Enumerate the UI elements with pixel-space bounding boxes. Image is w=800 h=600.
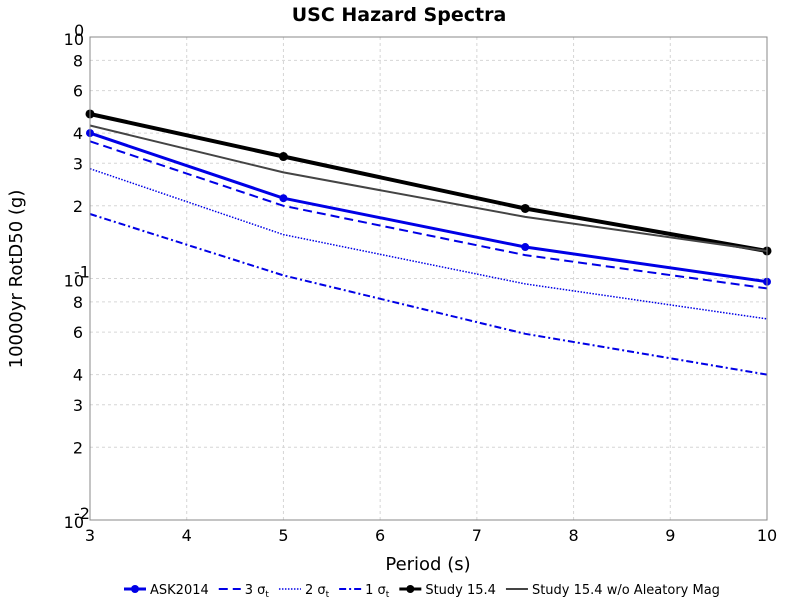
x-tick-label: 6	[375, 526, 385, 545]
x-tick-label: 8	[568, 526, 578, 545]
series-line-5	[89, 112, 768, 253]
series-layer	[85, 109, 772, 376]
x-tick-label: 7	[472, 526, 482, 545]
series-point-1	[521, 243, 530, 252]
y-tick-label: 4	[73, 366, 83, 385]
y-tick-label: 6	[73, 323, 83, 342]
legend-marker-1	[131, 585, 139, 593]
plot-area-frame	[89, 36, 768, 521]
legend-label-1: ASK2014	[150, 583, 209, 598]
y-tick-label: 6	[73, 82, 83, 101]
x-tick-label: 5	[278, 526, 288, 545]
y-tick-exponent: -1	[74, 263, 90, 282]
series-point-1	[279, 194, 288, 203]
y-axis-title: 10000yr RotD50 (g)	[6, 190, 27, 369]
series-line-1	[89, 131, 768, 284]
y-tick-label: 3	[73, 154, 83, 173]
legend-marker-5	[406, 585, 415, 593]
series-line-6	[89, 124, 768, 252]
chart-title: USC Hazard Spectra	[292, 4, 507, 26]
legend: ASK2014 3 σt 2 σt 1 σt Study 15.4 Study 15.4 …	[124, 583, 720, 600]
y-tick-label: 8	[73, 293, 83, 312]
series-line-2	[89, 140, 768, 290]
x-axis-ticks: 3 4 5 6 7 8 9 10	[85, 526, 777, 545]
y-tick-exponent: -2	[74, 504, 90, 523]
series-line-4	[89, 213, 768, 376]
x-tick-label: 3	[85, 526, 95, 545]
y-tick-label: 8	[73, 51, 83, 70]
series-point-5	[278, 152, 288, 162]
y-tick-label: 10	[64, 272, 84, 291]
legend-label-5: Study 15.4	[425, 583, 496, 598]
legend-label-4: 1 σt	[365, 583, 390, 600]
y-tick-label: 2	[73, 438, 83, 457]
y-tick-label: 3	[73, 396, 83, 415]
series-line-3	[89, 167, 768, 320]
legend-label-6: Study 15.4 w/o Aleatory Mag	[532, 583, 720, 598]
x-tick-label: 10	[757, 526, 777, 545]
grid-lines	[89, 36, 768, 521]
y-tick-label: 10	[64, 30, 84, 49]
legend-label-3: 2 σt	[305, 583, 330, 600]
y-tick-exponent: 0	[74, 21, 84, 40]
y-tick-label: 10	[64, 513, 84, 532]
x-tick-label: 4	[182, 526, 192, 545]
series-point-5	[520, 203, 530, 213]
x-axis-title: Period (s)	[385, 554, 470, 575]
x-tick-label: 9	[665, 526, 675, 545]
legend-label-2: 3 σt	[245, 583, 270, 600]
y-tick-label: 2	[73, 197, 83, 216]
y-tick-label: 4	[73, 124, 83, 143]
